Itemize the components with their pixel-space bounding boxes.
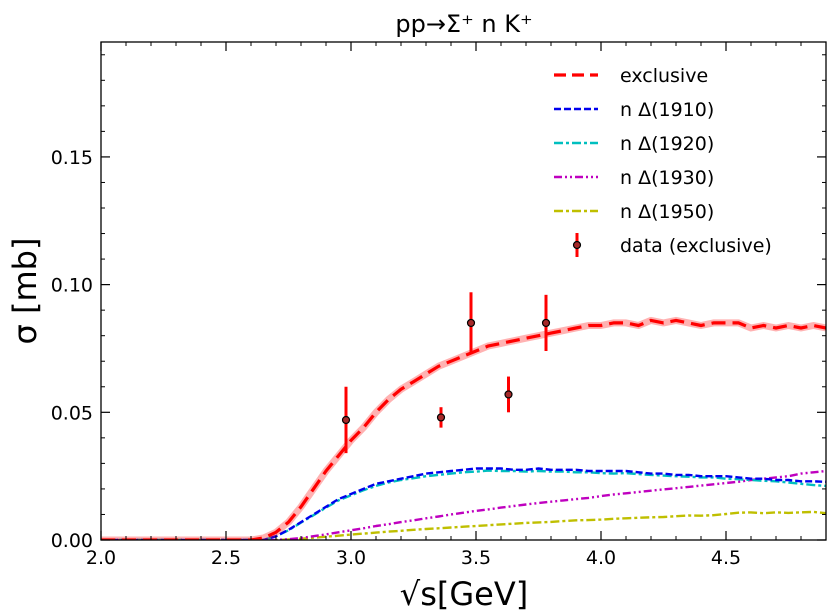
x-tick-label: 4.5 xyxy=(711,547,741,569)
data-point xyxy=(436,413,446,422)
data-point xyxy=(541,318,551,328)
legend-label-data: data (exclusive) xyxy=(620,235,772,257)
plot-area xyxy=(101,292,826,540)
series-group xyxy=(101,292,826,540)
legend-data-marker xyxy=(572,240,582,250)
legend: exclusive n Δ(1910) n Δ(1920) n Δ(1930) n Δ(… xyxy=(554,65,772,257)
data-point xyxy=(466,318,476,328)
x-axis-title: √s[GeV] xyxy=(400,575,528,613)
x-tick-label: 3.5 xyxy=(461,547,491,569)
plot-frame xyxy=(100,41,827,541)
series-2-line xyxy=(101,469,826,540)
chart-title: pp→Σ⁺ n K⁺ xyxy=(395,10,532,38)
series-0-band xyxy=(101,316,826,540)
legend-label-0: exclusive xyxy=(620,65,708,87)
y-tick-label: 0.15 xyxy=(51,147,93,169)
legend-label-2: n Δ(1920) xyxy=(620,133,714,155)
series-1-line xyxy=(101,467,826,540)
data-point xyxy=(504,390,513,399)
series-0-line xyxy=(101,318,826,540)
x-tick-label: 2.5 xyxy=(211,547,241,569)
axis-ticks: 2.0 2.5 3.0 3.5 4.0 4.5 0.00 0.05 0.10 0.15 xyxy=(51,42,827,569)
y-tick-label: 0.05 xyxy=(51,402,93,424)
legend-label-3: n Δ(1930) xyxy=(620,167,714,189)
y-tick-label: 0.00 xyxy=(51,530,93,552)
series-3-line xyxy=(101,469,826,540)
legend-label-4: n Δ(1950) xyxy=(620,201,714,223)
y-tick-label: 0.10 xyxy=(51,275,93,297)
legend-label-1: n Δ(1910) xyxy=(620,99,714,121)
x-tick-label: 2.0 xyxy=(86,547,116,569)
data-point xyxy=(341,415,351,425)
x-tick-label: 4.0 xyxy=(586,547,616,569)
x-tick-label: 3.0 xyxy=(336,547,366,569)
y-axis-title: σ [mb] xyxy=(6,238,44,345)
series-4-line xyxy=(101,510,826,540)
